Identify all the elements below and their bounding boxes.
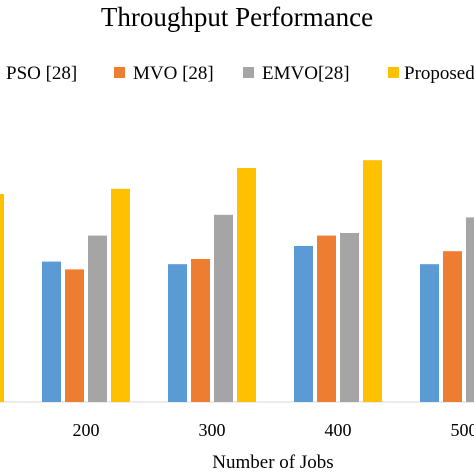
bar-emvo-28-200: [88, 235, 107, 402]
x-axis-label: Number of Jobs: [212, 452, 333, 473]
legend-item-emvo: EMVO[28]: [243, 63, 350, 84]
legend: PSO [28] MVO [28] EMVO[28] Proposed: [6, 63, 474, 84]
bar-proposed-300: [237, 168, 256, 402]
x-tick-label: 500: [451, 420, 474, 440]
bar-mvo-28-200: [65, 269, 84, 402]
chart-title: Throughput Performance: [101, 2, 373, 32]
bar-pso-28-400: [294, 246, 313, 402]
bar-pso-28-500: [420, 264, 439, 402]
legend-label: PSO [28]: [6, 63, 77, 84]
legend-swatch: [243, 67, 254, 78]
bar-proposed-400: [363, 160, 382, 402]
bar-pso-28-200: [42, 261, 61, 402]
x-tick-label: 200: [73, 420, 100, 440]
legend-label: MVO [28]: [133, 63, 214, 84]
bar-mvo-28-300: [191, 259, 210, 402]
bars-layer: [0, 160, 474, 402]
legend-label: Proposed: [404, 63, 474, 84]
bar-emvo-28-300: [214, 214, 233, 402]
bar-proposed-100: [0, 194, 4, 402]
legend-item-proposed: Proposed: [388, 63, 474, 84]
x-tick-labels: 100200300400500: [73, 420, 474, 440]
bar-emvo-28-500: [466, 217, 474, 402]
legend-swatch: [388, 67, 399, 78]
x-tick-label: 300: [199, 420, 226, 440]
bar-mvo-28-500: [443, 251, 462, 402]
bar-emvo-28-400: [340, 233, 359, 402]
bar-mvo-28-400: [317, 235, 336, 402]
bar-pso-28-300: [168, 264, 187, 402]
legend-item-pso: PSO [28]: [6, 63, 77, 84]
bar-proposed-200: [111, 188, 130, 402]
legend-swatch: [114, 67, 125, 78]
x-tick-label: 400: [325, 420, 352, 440]
legend-label: EMVO[28]: [262, 63, 350, 84]
legend-item-mvo: MVO [28]: [114, 63, 214, 84]
